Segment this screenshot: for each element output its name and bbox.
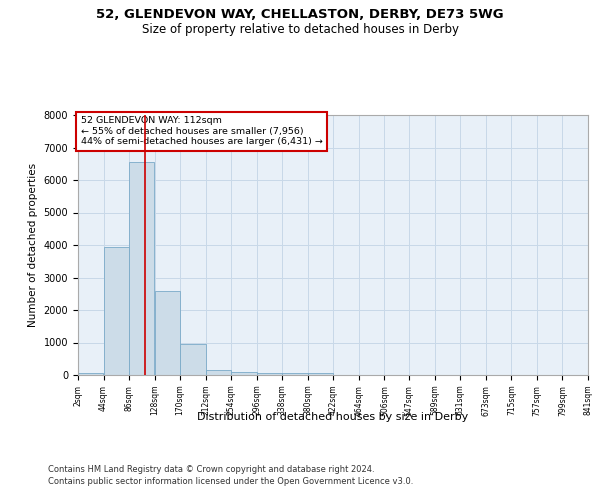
Bar xyxy=(78,374,103,375)
Bar xyxy=(180,344,205,375)
Text: 52 GLENDEVON WAY: 112sqm
← 55% of detached houses are smaller (7,956)
44% of sem: 52 GLENDEVON WAY: 112sqm ← 55% of detach… xyxy=(80,116,322,146)
Text: Distribution of detached houses by size in Derby: Distribution of detached houses by size … xyxy=(197,412,469,422)
Bar xyxy=(155,290,180,375)
Text: Contains HM Land Registry data © Crown copyright and database right 2024.: Contains HM Land Registry data © Crown c… xyxy=(48,465,374,474)
Y-axis label: Number of detached properties: Number of detached properties xyxy=(28,163,38,327)
Text: 52, GLENDEVON WAY, CHELLASTON, DERBY, DE73 5WG: 52, GLENDEVON WAY, CHELLASTON, DERBY, DE… xyxy=(96,8,504,20)
Bar xyxy=(283,374,308,375)
Bar xyxy=(308,374,333,375)
Bar xyxy=(129,162,154,375)
Bar xyxy=(104,246,129,375)
Bar xyxy=(232,372,257,375)
Text: Size of property relative to detached houses in Derby: Size of property relative to detached ho… xyxy=(142,22,458,36)
Bar xyxy=(206,370,231,375)
Text: Contains public sector information licensed under the Open Government Licence v3: Contains public sector information licen… xyxy=(48,478,413,486)
Bar xyxy=(257,374,282,375)
